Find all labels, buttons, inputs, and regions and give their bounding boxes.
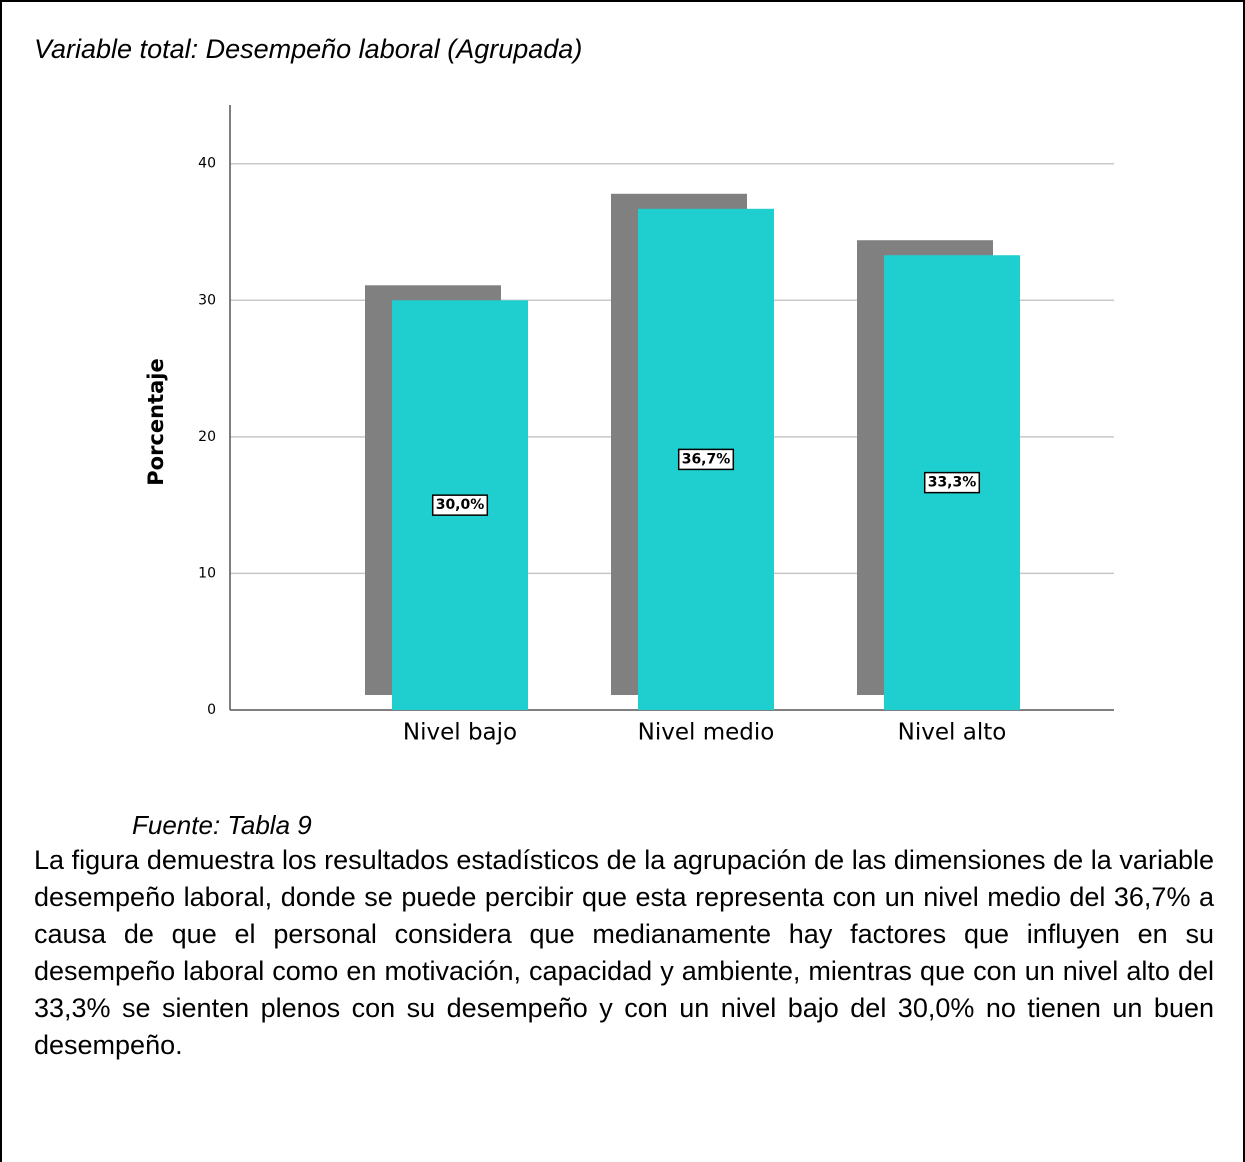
y-tick-label: 0: [207, 702, 216, 718]
y-axis-label: Porcentaje: [144, 358, 168, 485]
x-tick-label: Nivel alto: [898, 720, 1007, 746]
value-label: 30,0%: [436, 497, 485, 513]
value-label-box: [677, 448, 735, 471]
chart-title: Variable total: Desempeño laboral (Agrup…: [34, 34, 583, 64]
y-tick-label: 20: [198, 429, 216, 445]
y-tick-label: 40: [198, 156, 216, 172]
value-label-box: [431, 494, 489, 516]
chart: Porcentaje 0 10 20 30 40 Nivel bajo 30,0% Nivel…: [144, 105, 1114, 746]
x-tick-label: Nivel bajo: [403, 720, 517, 746]
y-tick-label: 10: [198, 565, 216, 581]
value-label: 33,3%: [928, 475, 977, 491]
value-label-box: [923, 471, 981, 494]
paragraph: La figura demuestra los resultados estad…: [34, 845, 1214, 1060]
source-note: Fuente: Tabla 9: [132, 810, 312, 840]
x-tick-label: Nivel medio: [638, 720, 775, 746]
value-label: 36,7%: [682, 451, 731, 467]
y-tick-label: 30: [198, 292, 216, 308]
